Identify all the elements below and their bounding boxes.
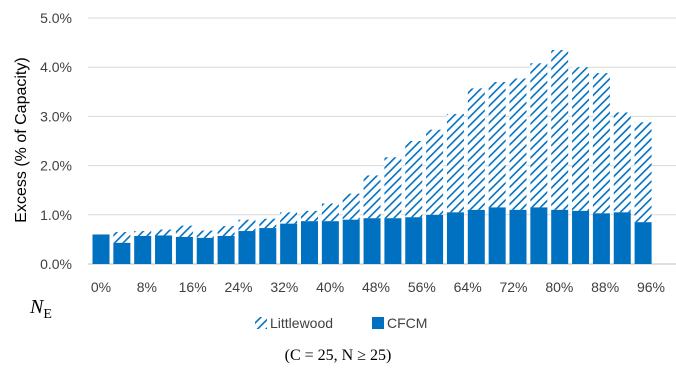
bar-littlewood [280, 212, 298, 224]
bar-littlewood [238, 219, 256, 232]
bar-cfcm [321, 221, 339, 264]
legend: Littlewood CFCM [255, 315, 427, 331]
x-tick-label: 96% [637, 279, 665, 295]
x-tick-label: 16% [179, 279, 207, 295]
bar-littlewood [634, 122, 652, 223]
x-tick-label: 48% [362, 279, 390, 295]
y-tick-label: 3.0% [40, 108, 72, 124]
bar-littlewood [217, 226, 235, 236]
legend-label-littlewood: Littlewood [270, 315, 333, 331]
bar-cfcm [217, 235, 235, 264]
chart-subtitle: (C = 25, N ≥ 25) [285, 347, 392, 364]
bar-cfcm [488, 207, 506, 264]
bar-littlewood [446, 113, 464, 213]
bar-cfcm [426, 214, 444, 264]
legend-item-littlewood: Littlewood [255, 315, 333, 331]
bar-cfcm [155, 235, 173, 264]
bar-littlewood [196, 230, 214, 238]
x-axis-symbol: NE [29, 296, 52, 322]
x-tick-label: 56% [408, 279, 436, 295]
bar-littlewood [301, 210, 318, 222]
bar-littlewood [363, 175, 381, 219]
x-tick-label: 24% [224, 279, 252, 295]
y-axis-title: Excess (% of Capacity) [13, 57, 30, 222]
bar-littlewood [155, 229, 173, 236]
x-tick-label: 0% [91, 279, 111, 295]
bar-littlewood [321, 203, 339, 222]
bar-littlewood [405, 141, 423, 218]
bars [92, 49, 652, 264]
bar-littlewood [134, 231, 152, 236]
bar-cfcm [634, 222, 652, 264]
bar-cfcm [405, 217, 423, 264]
bar-cfcm [446, 212, 464, 264]
bar-cfcm [196, 237, 214, 264]
x-tick-label: 88% [591, 279, 619, 295]
bar-littlewood [509, 78, 527, 210]
bar-cfcm [509, 209, 527, 264]
bar-cfcm [363, 218, 381, 264]
x-tick-label: 64% [454, 279, 482, 295]
bar-cfcm [530, 207, 548, 264]
bar-cfcm [113, 242, 131, 264]
bar-cfcm [301, 221, 318, 264]
bar-cfcm [384, 218, 402, 264]
bar-littlewood [426, 129, 444, 215]
bar-cfcm [613, 212, 631, 264]
y-axis-ticks: 0.0% 1.0% 2.0% 3.0% 4.0% 5.0% [40, 10, 72, 272]
bar-cfcm [342, 219, 360, 264]
bar-littlewood [113, 232, 131, 243]
bar-cfcm [467, 209, 485, 264]
bar-littlewood [342, 193, 360, 220]
x-tick-label: 72% [499, 279, 527, 295]
legend-swatch-littlewood [255, 317, 267, 329]
x-axis-ticks: 0% 8% 16% 24% 32% 40% 48% 56% 64% 72% 80% 88% 96% [91, 279, 665, 295]
y-tick-label: 4.0% [40, 59, 72, 75]
legend-label-cfcm: CFCM [387, 315, 427, 331]
x-tick-label: 32% [270, 279, 298, 295]
bar-cfcm [572, 210, 590, 264]
bar-cfcm [259, 228, 277, 264]
bar-littlewood [592, 73, 610, 214]
y-tick-label: 1.0% [40, 207, 72, 223]
bar-cfcm [238, 231, 256, 264]
bar-cfcm [280, 223, 298, 264]
bar-littlewood [613, 112, 631, 213]
bar-littlewood [530, 63, 548, 208]
bar-cfcm [134, 235, 152, 264]
bar-littlewood [488, 81, 506, 208]
bar-littlewood [384, 157, 402, 219]
legend-swatch-cfcm [372, 317, 384, 329]
x-tick-label: 80% [545, 279, 573, 295]
bar-littlewood [175, 225, 193, 237]
bar-cfcm [592, 213, 610, 264]
x-tick-label: 8% [137, 279, 157, 295]
y-tick-label: 5.0% [40, 10, 72, 26]
bar-cfcm [551, 209, 569, 264]
y-tick-label: 2.0% [40, 158, 72, 174]
legend-item-cfcm: CFCM [372, 315, 427, 331]
bar-littlewood [259, 218, 277, 229]
bar-littlewood [551, 49, 569, 210]
x-tick-label: 40% [316, 279, 344, 295]
bar-littlewood [572, 67, 590, 211]
bar-littlewood [467, 88, 485, 210]
bar-cfcm [175, 236, 193, 264]
bar-cfcm [92, 234, 110, 264]
y-tick-label: 0.0% [40, 256, 72, 272]
